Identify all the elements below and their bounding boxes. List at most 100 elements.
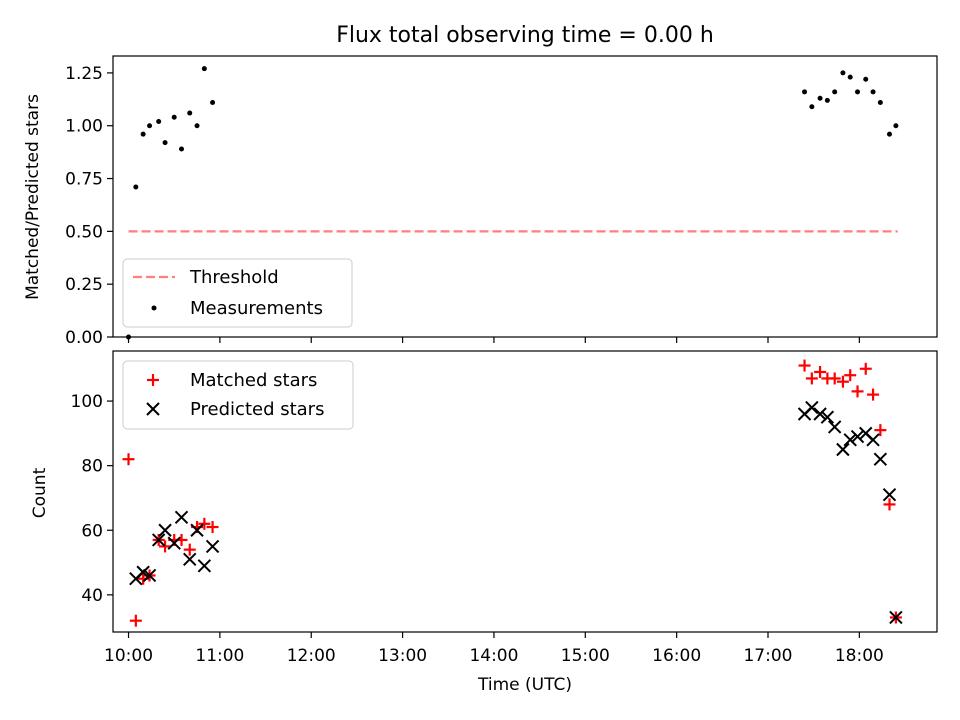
y-tick-label: 40 [81, 586, 103, 606]
matched-stars-point [798, 359, 811, 372]
x-tick-label: 12:00 [287, 646, 336, 666]
ratio-y-axis-label: Matched/Predicted stars [23, 94, 43, 300]
matched-legend-label: Matched stars [190, 370, 317, 391]
matched-stars-point [828, 372, 841, 385]
measurement-point [847, 74, 853, 80]
predicted-stars-point [889, 610, 903, 625]
predicted-stars-point [174, 510, 189, 525]
y-tick-label: 80 [81, 457, 103, 477]
ratio-legend-box [122, 258, 353, 328]
measurement-point [840, 70, 846, 76]
measurement-point [140, 131, 146, 137]
matched-stars-point [836, 375, 849, 388]
predicted-stars-point [167, 536, 181, 550]
measurement-point [877, 99, 883, 105]
measurements-legend-swatch [151, 305, 157, 311]
y-tick-label: 0.25 [65, 275, 103, 295]
threshold-legend-label: Threshold [189, 267, 279, 288]
ratio-legend: Threshold Measurements [122, 258, 353, 328]
matched-stars-point [122, 453, 135, 466]
chart-title: Flux total observing time = 0.00 h [336, 23, 714, 48]
ratio-plot-marks [126, 66, 899, 340]
y-tick-label: 100 [71, 392, 103, 412]
measurement-point [809, 104, 815, 110]
count-plot-marks [122, 359, 903, 627]
predicted-stars-point [882, 488, 897, 502]
predicted-stars-point [873, 452, 888, 466]
x-tick-label: 17:00 [743, 646, 792, 666]
x-tick-label: 13:00 [378, 646, 427, 666]
measurement-point [824, 97, 830, 103]
y-tick-label: 0.50 [65, 222, 103, 242]
ratio-plot-frame [112, 55, 938, 338]
measurement-point [832, 89, 838, 95]
predicted-stars-point [151, 533, 166, 547]
y-tick-label: 1.25 [65, 64, 103, 84]
y-tick-label: 1.00 [65, 117, 103, 137]
ratio-y-ticks: 0.00 0.25 0.50 0.75 1.00 1.25 [65, 64, 113, 348]
ratio-panel: 0.00 0.25 0.50 0.75 1.00 1.25 Matched/Predict… [23, 55, 938, 348]
matched-stars-point [867, 388, 880, 401]
measurement-point [194, 123, 200, 129]
predicted-stars-point [813, 407, 827, 421]
predicted-stars-point [183, 552, 197, 567]
count-plot-frame [112, 350, 938, 633]
count-legend: Matched stars Predicted stars [122, 360, 354, 430]
measurement-point [162, 140, 168, 146]
measurement-point [201, 66, 207, 72]
measurement-point [870, 89, 876, 95]
measurement-point [156, 118, 162, 124]
measurement-point [210, 99, 216, 105]
measurement-point [886, 131, 892, 137]
matched-stars-point [874, 424, 887, 437]
count-panel: 40 60 80 100 10:00 11:00 12:00 13:00 14:00 15:00… [30, 350, 938, 695]
measurement-point [863, 76, 869, 82]
measurement-point [147, 123, 153, 129]
matched-stars-point [851, 385, 864, 398]
matched-stars-point [198, 517, 211, 530]
measurements-legend-label: Measurements [190, 298, 323, 319]
matched-legend-swatch [147, 374, 159, 386]
predicted-stars-point [820, 410, 835, 424]
predicted-stars-point [197, 559, 212, 573]
measurement-point [817, 95, 823, 101]
ratio-x-ticks [127, 337, 860, 343]
count-legend-box [122, 360, 354, 430]
y-tick-label: 60 [81, 521, 103, 541]
predicted-stars-point [136, 565, 150, 579]
measurement-point [171, 114, 177, 120]
predicted-stars-point [805, 400, 819, 415]
matched-stars-point [159, 540, 172, 553]
predicted-stars-point [827, 420, 842, 434]
x-tick-label: 16:00 [652, 646, 701, 666]
measurement-point [133, 184, 139, 190]
x-tick-label: 11:00 [195, 646, 244, 666]
predicted-stars-point [142, 568, 157, 583]
count-x-ticks: 10:00 11:00 12:00 13:00 14:00 15:00 16:00 17:00… [104, 632, 884, 666]
predicted-stars-point [836, 442, 850, 457]
x-tick-label: 18:00 [835, 646, 884, 666]
measurement-point [187, 110, 193, 116]
matched-stars-point [814, 365, 827, 378]
predicted-stars-point [190, 523, 204, 537]
measurement-point [179, 146, 185, 152]
matched-stars-point [129, 614, 142, 627]
matched-stars-point [844, 369, 857, 382]
y-tick-label: 0.75 [65, 170, 103, 190]
x-tick-label: 10:00 [104, 646, 153, 666]
count-y-axis-label: Count [30, 467, 50, 518]
measurement-point [855, 89, 861, 95]
predicted-stars-point [205, 539, 220, 554]
predicted-stars-point [158, 523, 172, 537]
predicted-legend-swatch [146, 402, 160, 416]
x-tick-label: 14:00 [469, 646, 518, 666]
matched-stars-point [805, 372, 818, 385]
measurement-point [893, 123, 899, 129]
matched-stars-point [206, 521, 219, 534]
y-tick-label: 0.00 [65, 328, 103, 348]
predicted-legend-label: Predicted stars [190, 399, 324, 420]
matched-stars-point [859, 362, 872, 375]
matched-stars-point [883, 498, 896, 511]
x-tick-label: 15:00 [561, 646, 610, 666]
